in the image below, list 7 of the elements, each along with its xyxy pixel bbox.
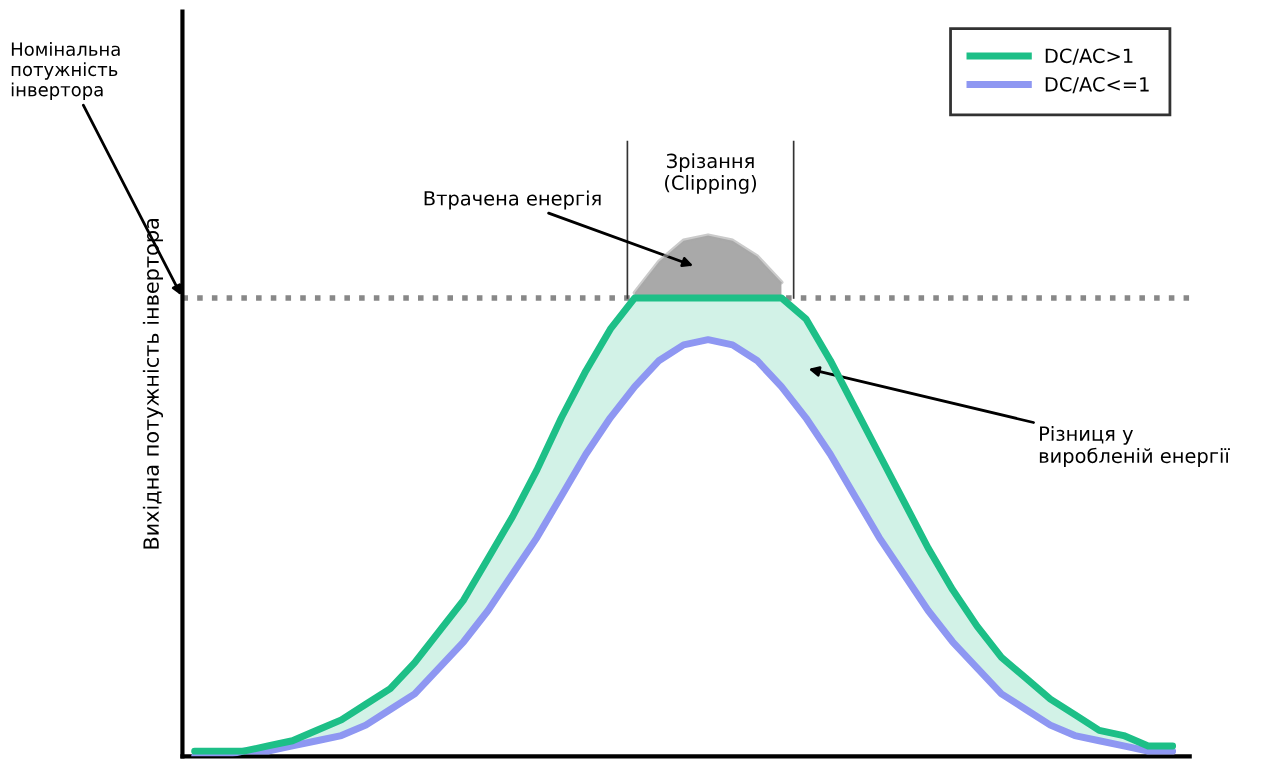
legend-label: DC/AC<=1 bbox=[1045, 76, 1149, 94]
text: Втрачена енергія bbox=[424, 190, 601, 210]
ref-line-label: Номінальна потужність інвертора bbox=[11, 42, 120, 100]
legend-label: DC/AC>1 bbox=[1045, 48, 1133, 65]
text: Зрізання (Clipping) bbox=[665, 153, 757, 194]
annotation: Різниця у виробленій енергії bbox=[1039, 425, 1230, 467]
y-axis-title: Вихідна потужність інвертора bbox=[142, 219, 163, 549]
